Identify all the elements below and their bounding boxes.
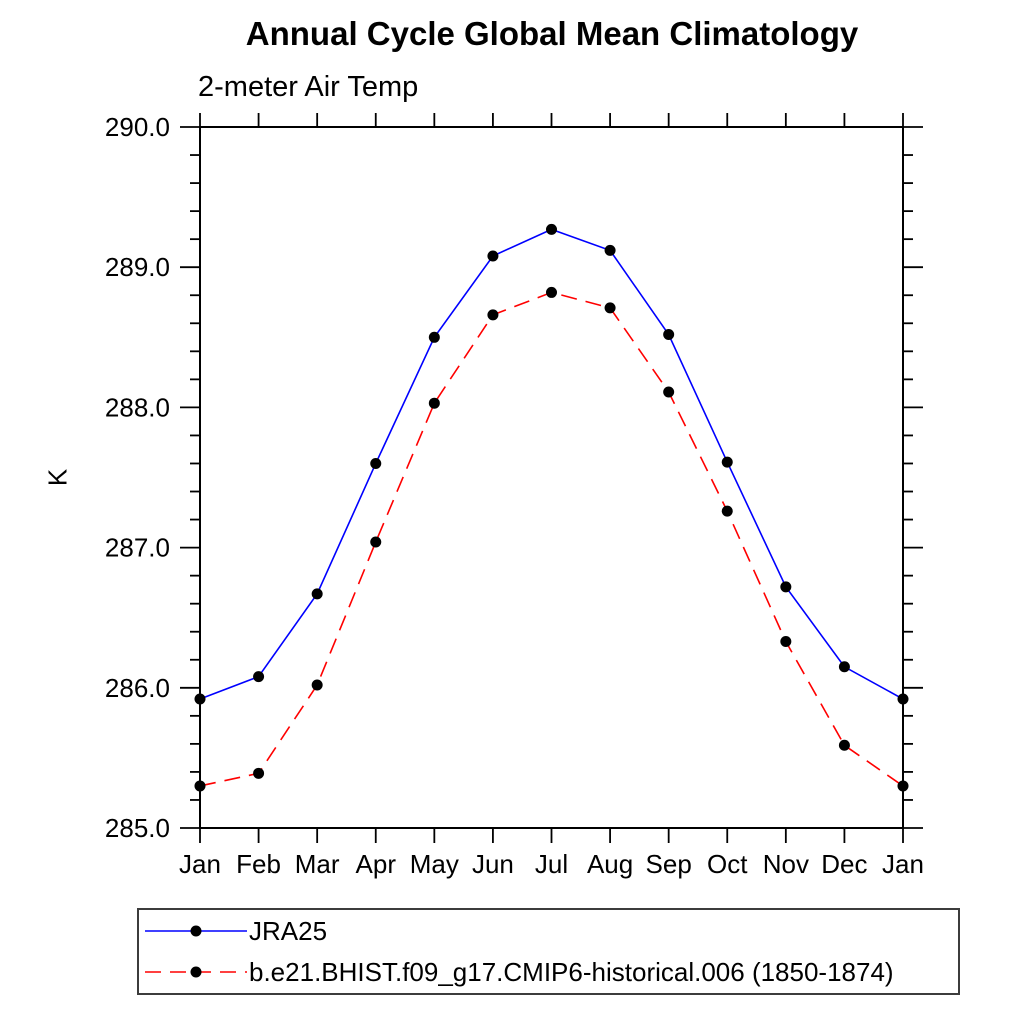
legend-line-sample-dashed: [145, 966, 247, 978]
data-point-marker: [487, 250, 499, 262]
x-tick-label: Mar: [295, 849, 340, 879]
x-tick-label: Jan: [179, 849, 221, 879]
legend-line-sample-solid: [145, 925, 247, 937]
series-1: [194, 286, 909, 792]
data-point-marker: [428, 331, 440, 343]
data-point-marker: [194, 780, 206, 792]
data-point-marker: [663, 386, 675, 398]
data-point-marker: [546, 286, 557, 298]
x-axis-labels: Jan Feb Mar Apr May Jun Jul Aug Sep Oct Nov Dec Jan: [179, 849, 924, 879]
data-point-marker: [721, 505, 733, 517]
data-point-marker: [487, 309, 499, 321]
data-point-marker: [253, 767, 265, 779]
data-point-marker: [838, 739, 850, 751]
x-tick-label: Dec: [821, 849, 867, 879]
series-line-1: [199, 291, 904, 787]
y-tick-label: 289.0: [105, 252, 170, 282]
y-tick-label: 287.0: [105, 533, 170, 563]
data-point-marker: [897, 780, 909, 792]
y-tick-label: 286.0: [105, 673, 170, 703]
data-point-marker: [194, 693, 206, 705]
x-tick-label: Apr: [356, 849, 397, 879]
x-tick-label: Feb: [236, 849, 281, 879]
x-tick-label: Sep: [646, 849, 692, 879]
data-point-marker: [897, 693, 909, 705]
x-tick-label: Oct: [707, 849, 748, 879]
x-axis-ticks: [199, 113, 904, 843]
legend: JRA25 b.e21.BHIST.f09_g17.CMIP6-historic…: [137, 908, 960, 995]
legend-label-model: b.e21.BHIST.f09_g17.CMIP6-historical.006…: [249, 957, 894, 987]
data-point-marker: [311, 679, 323, 691]
data-point-marker: [546, 223, 557, 235]
chart-title: Annual Cycle Global Mean Climatology: [245, 15, 859, 52]
x-tick-label: Jun: [472, 849, 514, 879]
y-axis-ticks: [180, 126, 923, 829]
data-point-marker: [370, 457, 382, 469]
data-point-marker: [838, 661, 850, 673]
series-0: [194, 223, 909, 705]
x-tick-label: Aug: [587, 849, 633, 879]
x-tick-label: Jul: [535, 849, 568, 879]
x-tick-label: Jan: [882, 849, 924, 879]
data-point-marker: [428, 397, 440, 409]
x-tick-label: Nov: [763, 849, 809, 879]
legend-label-jra25: JRA25: [249, 916, 328, 946]
y-tick-label: 288.0: [105, 392, 170, 422]
data-point-marker: [604, 302, 616, 314]
legend-item-jra25: JRA25: [143, 915, 958, 947]
data-point-marker: [311, 588, 323, 600]
data-point-marker: [780, 636, 792, 648]
legend-item-model: b.e21.BHIST.f09_g17.CMIP6-historical.006…: [143, 956, 958, 988]
series-line-0: [199, 228, 904, 700]
data-point-marker: [604, 244, 616, 256]
data-point-marker: [663, 328, 675, 340]
y-tick-label: 290.0: [105, 112, 170, 142]
y-axis-labels: 285.0 286.0 287.0 288.0 289.0 290.0: [105, 112, 170, 843]
chart-subtitle: 2-meter Air Temp: [198, 71, 419, 103]
data-point-marker: [253, 671, 265, 683]
data-point-marker: [780, 581, 792, 593]
data-point-marker: [721, 456, 733, 468]
data-point-marker: [370, 536, 382, 548]
y-tick-label: 285.0: [105, 813, 170, 843]
x-tick-label: May: [410, 849, 459, 879]
